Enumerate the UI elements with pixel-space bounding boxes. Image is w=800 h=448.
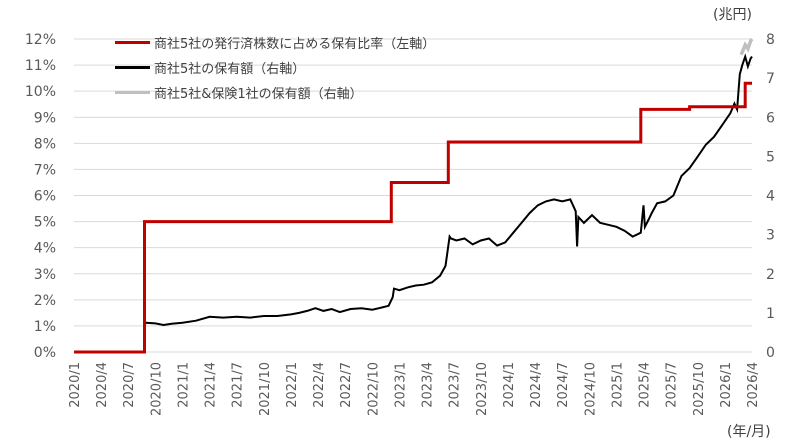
x-tick-label: 2024/10 — [583, 362, 598, 416]
left-tick-label: 8% — [34, 136, 56, 152]
holdings-line — [74, 53, 753, 353]
right-tick-label: 1 — [766, 306, 775, 322]
legend-label: 商社5社の保有額（右軸） — [154, 62, 306, 77]
x-tick-label: 2021/10 — [258, 362, 273, 416]
left-tick-label: 0% — [34, 345, 56, 361]
x-axis-unit-label: (年/月) — [727, 424, 771, 440]
left-tick-label: 9% — [34, 110, 56, 126]
x-tick-label: 2020/4 — [95, 362, 110, 408]
left-tick-label: 2% — [34, 293, 56, 309]
left-tick-label: 1% — [34, 319, 56, 335]
x-tick-label: 2022/7 — [339, 362, 354, 408]
legend-item-holdings: 商社5社の保有額（右軸） — [115, 55, 435, 80]
x-tick-label: 2024/1 — [502, 362, 517, 408]
legend-label: 商社5社の発行済株数に占める保有比率（左軸） — [154, 37, 436, 52]
legend-swatch-gray — [115, 91, 150, 94]
legend-swatch-red — [115, 41, 150, 44]
x-tick-label: 2026/4 — [746, 362, 761, 408]
x-tick-label: 2025/4 — [638, 362, 653, 408]
left-tick-label: 3% — [34, 267, 56, 283]
right-axis-unit-label: (兆円) — [713, 7, 752, 23]
left-axis-ticks: 0% 1% 2% 3% 4% 5% 6% 7% 8% 9% 10% 11% 12% — [25, 32, 56, 361]
left-tick-label: 10% — [25, 84, 56, 100]
x-tick-label: 2022/10 — [366, 362, 381, 416]
x-tick-label: 2023/1 — [393, 362, 408, 408]
legend-item-ratio: 商社5社の発行済株数に占める保有比率（左軸） — [115, 30, 435, 55]
x-tick-label: 2023/7 — [448, 362, 463, 408]
x-tick-label: 2025/7 — [665, 362, 680, 408]
right-tick-label: 6 — [766, 110, 775, 126]
x-tick-label: 2025/10 — [692, 362, 707, 416]
right-tick-label: 7 — [766, 71, 775, 87]
x-tick-label: 2022/1 — [285, 362, 300, 408]
left-tick-label: 6% — [34, 189, 56, 205]
x-tick-label: 2020/1 — [68, 362, 83, 408]
right-tick-label: 0 — [766, 345, 775, 361]
x-tick-label: 2026/1 — [719, 362, 734, 408]
series-lines — [74, 37, 754, 354]
right-tick-label: 3 — [766, 228, 775, 244]
right-tick-label: 2 — [766, 267, 775, 283]
x-tick-label: 2025/1 — [610, 362, 625, 408]
left-tick-label: 7% — [34, 162, 56, 178]
right-tick-label: 5 — [766, 149, 775, 165]
legend-label: 商社5社&保険1社の保有額（右軸） — [154, 87, 363, 102]
x-tick-label: 2022/4 — [312, 362, 327, 408]
legend-swatch-black — [115, 66, 150, 69]
x-tick-label: 2024/7 — [556, 362, 571, 408]
left-tick-label: 4% — [34, 241, 56, 257]
left-tick-label: 12% — [25, 32, 56, 48]
right-tick-label: 8 — [766, 32, 775, 48]
ratio-step-line — [74, 81, 752, 354]
x-tick-label: 2020/7 — [122, 362, 137, 408]
x-axis-ticks: 2020/1 2020/4 2020/7 2020/10 2021/1 2021/4 202… — [68, 362, 761, 416]
x-tick-label: 2020/10 — [149, 362, 164, 416]
x-tick-label: 2021/4 — [204, 362, 219, 408]
x-tick-label: 2023/4 — [421, 362, 436, 408]
holdings-with-insurer-line — [739, 37, 754, 56]
legend: 商社5社の発行済株数に占める保有比率（左軸） 商社5社の保有額（右軸） 商社5社… — [115, 30, 435, 105]
left-tick-label: 5% — [34, 215, 56, 231]
left-tick-label: 11% — [25, 58, 56, 74]
right-tick-label: 4 — [766, 189, 775, 205]
x-tick-label: 2024/4 — [529, 362, 544, 408]
right-axis-ticks: 0 1 2 3 4 5 6 7 8 — [766, 32, 775, 361]
x-tick-label: 2023/10 — [475, 362, 490, 416]
x-tick-label: 2021/7 — [231, 362, 246, 408]
x-tick-label: 2021/1 — [176, 362, 191, 408]
legend-item-holdings-with-insurer: 商社5社&保険1社の保有額（右軸） — [115, 80, 435, 105]
